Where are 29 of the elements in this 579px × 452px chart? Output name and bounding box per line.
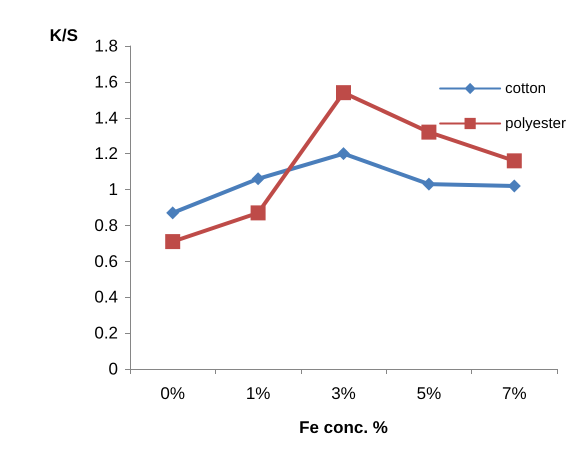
y-tick-label: 0.2	[94, 324, 118, 343]
point	[508, 179, 521, 192]
x-tick-label: 7%	[502, 384, 527, 403]
y-tick-label: 0.4	[94, 288, 118, 307]
point	[165, 234, 180, 250]
x-tick-label: 3%	[331, 384, 356, 403]
x-tick-label: 5%	[416, 384, 442, 403]
y-tick-label: 0	[108, 360, 118, 378]
point	[422, 178, 436, 191]
x-tick-label: 1%	[246, 384, 270, 403]
x-tick-label: 0%	[160, 384, 185, 403]
legend-label: cotton	[505, 80, 546, 97]
y-axis-title: K/S	[50, 26, 78, 45]
y-tick-label: 1.6	[94, 72, 118, 92]
point	[250, 205, 266, 220]
y-tick-label: 1.8	[94, 36, 118, 56]
y-tick-label: 0.6	[94, 252, 118, 271]
y-tick-label: 1	[108, 180, 118, 200]
y-tick-label: 0.8	[94, 216, 118, 235]
y-tick-label: 1.2	[94, 144, 118, 164]
y-tick-label: 1.4	[94, 108, 118, 128]
legend-label: polyester	[505, 115, 566, 132]
point	[166, 206, 180, 220]
x-axis-title: Fe conc. %	[299, 418, 388, 437]
point	[252, 172, 265, 186]
point	[336, 85, 351, 100]
point	[506, 153, 522, 168]
point	[337, 147, 350, 160]
point	[421, 124, 436, 140]
